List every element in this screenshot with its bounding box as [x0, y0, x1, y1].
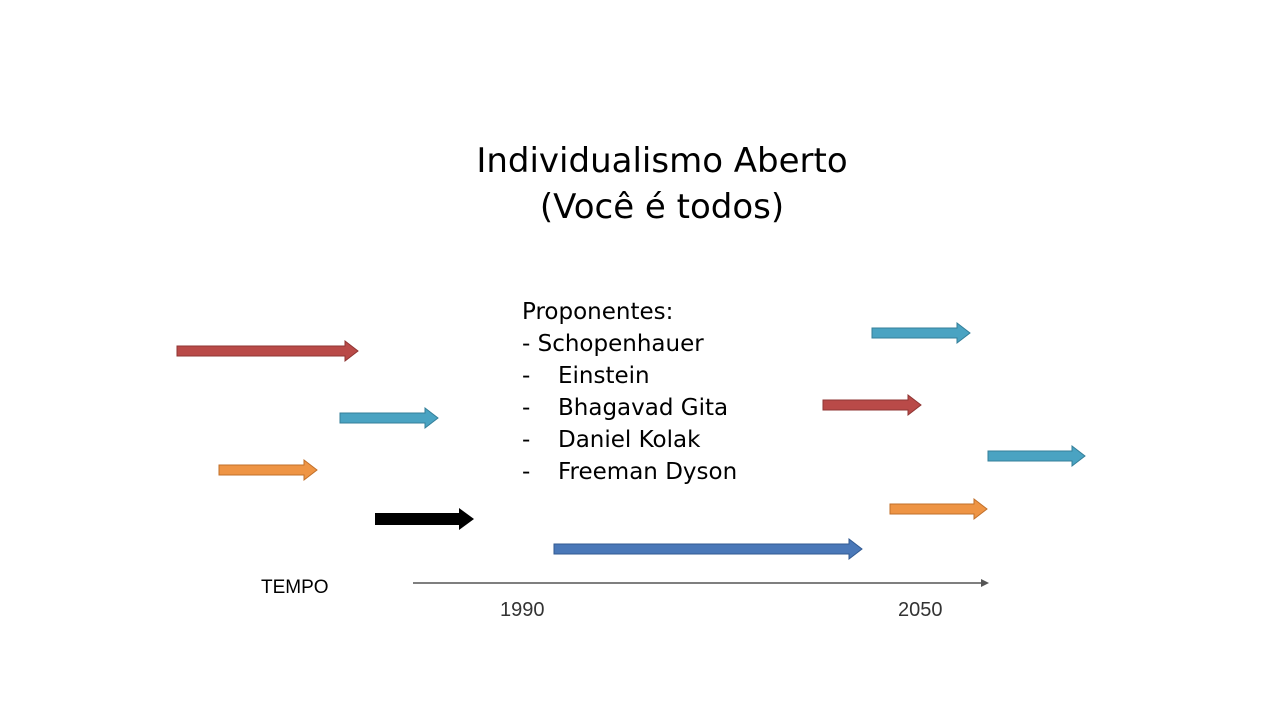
- title-line-1: Individualismo Aberto: [476, 141, 848, 181]
- proponent-name: Bhagavad Gita: [558, 395, 729, 421]
- proponent-bullet: -: [522, 395, 531, 421]
- tick-label-1990: 1990: [500, 599, 545, 621]
- proponent-bullet: -: [522, 427, 531, 453]
- proponent-name: Einstein: [558, 363, 650, 389]
- red-arrow-left: [176, 339, 359, 363]
- slide-title: Individualismo Aberto (Você é todos): [362, 138, 962, 230]
- proponents-heading: Proponentes:: [522, 299, 674, 325]
- proponents-list: Proponentes: - Schopenhauer - Einstein - B…: [522, 296, 737, 488]
- blue-arrow-long: [553, 537, 863, 561]
- teal-arrow-top-right: [871, 321, 971, 345]
- proponent-item-first: - Schopenhauer: [522, 331, 704, 357]
- tick-label-2050: 2050: [898, 599, 943, 621]
- teal-arrow-left: [339, 406, 439, 430]
- time-axis-arrowhead: [981, 579, 989, 587]
- proponent-item: - Daniel Kolak: [522, 424, 737, 456]
- red-arrow-right: [822, 393, 922, 417]
- time-axis-label: TEMPO: [261, 577, 329, 598]
- proponent-item: - Bhagavad Gita: [522, 392, 737, 424]
- proponent-name: Daniel Kolak: [558, 427, 701, 453]
- teal-arrow-far-right: [987, 444, 1086, 468]
- orange-arrow-right: [889, 497, 988, 521]
- proponent-item: - Einstein: [522, 360, 737, 392]
- orange-arrow-left: [218, 458, 318, 482]
- proponent-name: Freeman Dyson: [558, 459, 738, 485]
- black-arrow: [375, 508, 474, 530]
- proponent-bullet: -: [522, 459, 531, 485]
- proponent-bullet: -: [522, 363, 531, 389]
- proponent-item: - Freeman Dyson: [522, 456, 737, 488]
- title-line-2: (Você é todos): [539, 187, 785, 227]
